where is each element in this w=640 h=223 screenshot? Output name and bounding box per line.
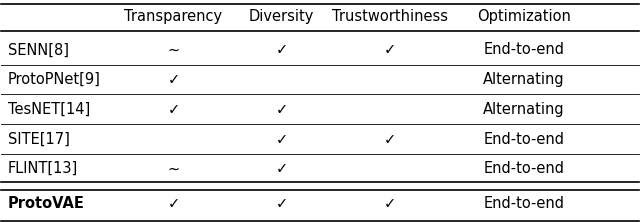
Text: ✓: ✓	[276, 132, 288, 147]
Text: ~: ~	[167, 42, 180, 57]
Text: ✓: ✓	[384, 42, 396, 57]
Text: End-to-end: End-to-end	[483, 196, 564, 211]
Text: Diversity: Diversity	[249, 9, 314, 24]
Text: Transparency: Transparency	[124, 9, 223, 24]
Text: End-to-end: End-to-end	[483, 161, 564, 176]
Text: ✓: ✓	[276, 42, 288, 57]
Text: Alternating: Alternating	[483, 72, 564, 87]
Text: ✓: ✓	[384, 196, 396, 211]
Text: SITE[17]: SITE[17]	[8, 132, 70, 147]
Text: ~: ~	[167, 161, 180, 176]
Text: SENN[8]: SENN[8]	[8, 42, 68, 57]
Text: ✓: ✓	[276, 161, 288, 176]
Text: FLINT[13]: FLINT[13]	[8, 161, 78, 176]
Text: ✓: ✓	[167, 102, 180, 117]
Text: End-to-end: End-to-end	[483, 42, 564, 57]
Text: ProtoPNet[9]: ProtoPNet[9]	[8, 72, 100, 87]
Text: ✓: ✓	[167, 72, 180, 87]
Text: ✓: ✓	[276, 102, 288, 117]
Text: ProtoVAE: ProtoVAE	[8, 196, 84, 211]
Text: ✓: ✓	[384, 132, 396, 147]
Text: End-to-end: End-to-end	[483, 132, 564, 147]
Text: Alternating: Alternating	[483, 102, 564, 117]
Text: ✓: ✓	[276, 196, 288, 211]
Text: Optimization: Optimization	[477, 9, 571, 24]
Text: ✓: ✓	[167, 196, 180, 211]
Text: Trustworthiness: Trustworthiness	[332, 9, 448, 24]
Text: TesNET[14]: TesNET[14]	[8, 102, 90, 117]
